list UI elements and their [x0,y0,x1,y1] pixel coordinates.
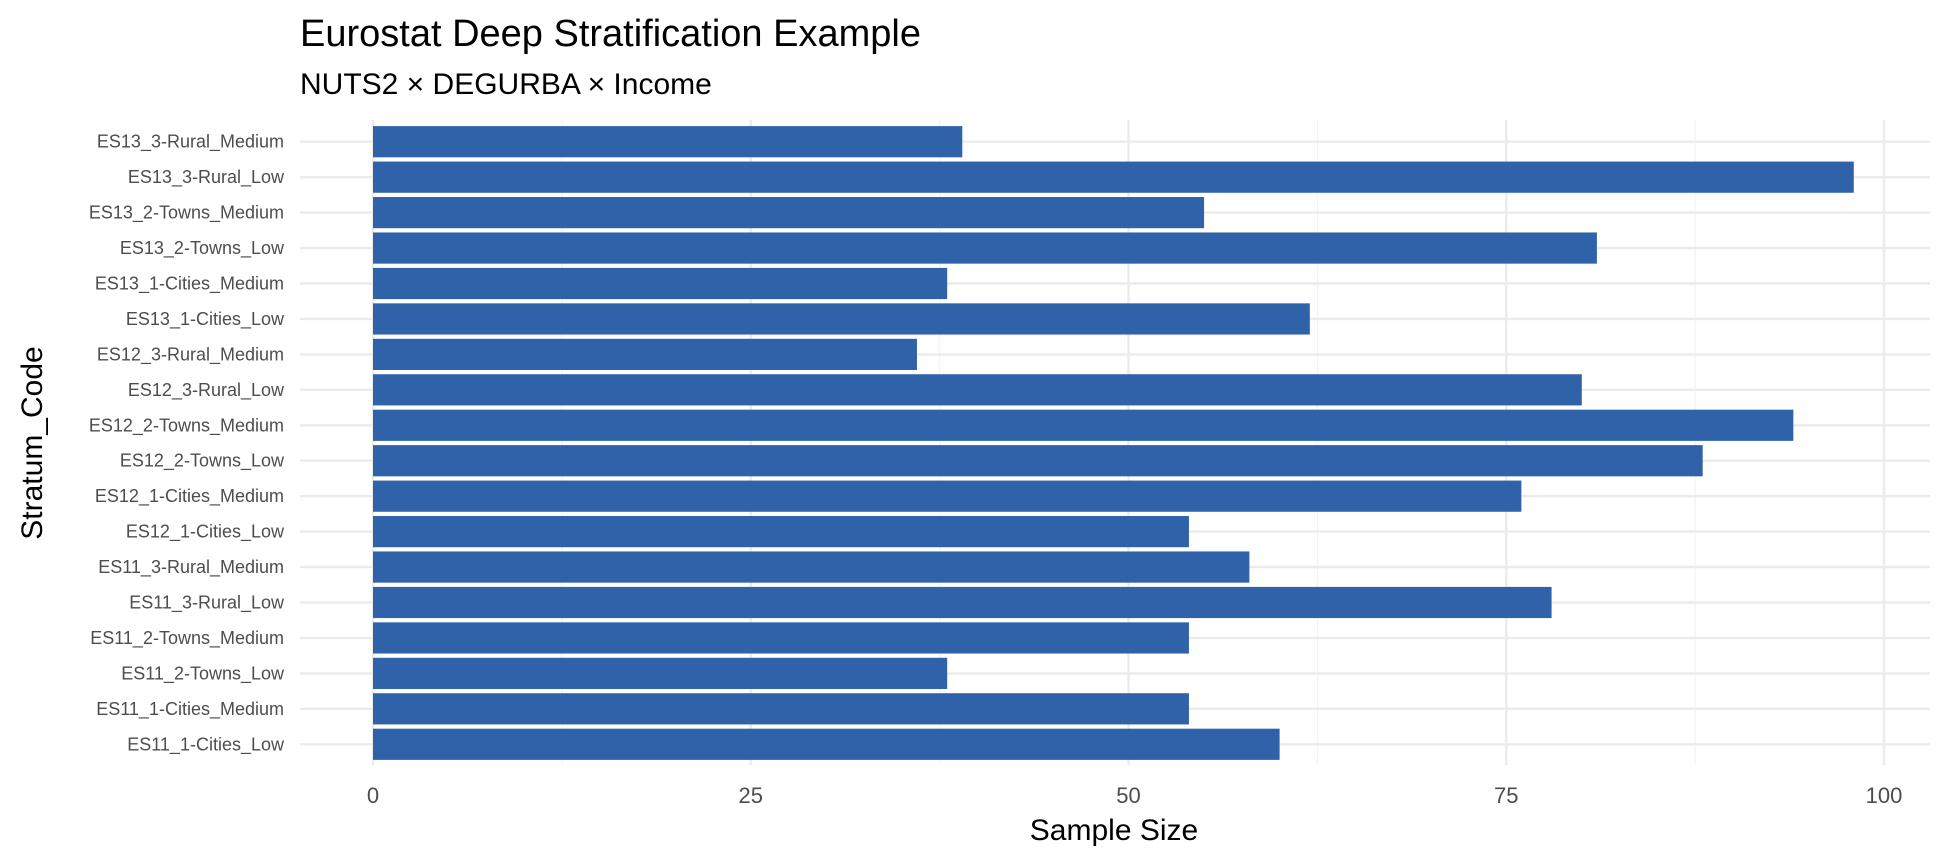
bar [373,516,1189,548]
y-tick-label: ES13_3-Rural_Medium [97,132,284,153]
chart-title: Eurostat Deep Stratification Example [300,13,921,55]
y-tick-label: ES12_2-Towns_Medium [89,415,284,436]
bar [373,445,1703,477]
y-tick-label: ES13_2-Towns_Low [120,238,285,259]
y-axis-ticks: ES11_1-Cities_Low ES11_1-Cities_Medium ES1… [89,132,285,756]
bar [373,303,1310,335]
chart-subtitle: NUTS2 × DEGURBA × Income [300,68,712,101]
bars [373,126,1854,760]
y-tick-label: ES11_1-Cities_Low [127,734,285,755]
x-axis-title: Sample Size [1030,814,1198,847]
y-tick-label: ES12_3-Rural_Medium [97,344,284,365]
y-tick-label: ES11_3-Rural_Medium [98,557,284,578]
y-tick-label: ES11_1-Cities_Medium [96,699,284,720]
bar [373,657,948,689]
bar [373,622,1189,654]
bar [373,374,1582,406]
bar [373,728,1280,760]
y-tick-label: ES12_3-Rural_Low [128,380,285,401]
y-tick-label: ES12_1-Cities_Medium [95,486,284,507]
y-tick-label: ES13_2-Towns_Medium [89,203,284,224]
bar [373,161,1854,193]
x-tick-label: 25 [739,783,763,808]
y-tick-label: ES12_2-Towns_Low [120,451,285,472]
x-tick-label: 100 [1866,783,1903,808]
x-tick-label: 0 [367,783,379,808]
bar [373,586,1552,619]
bar [373,232,1597,264]
x-tick-label: 50 [1116,783,1140,808]
bar [373,267,948,300]
y-axis-title: Stratum_Code [16,346,49,539]
y-tick-label: ES11_3-Rural_Low [129,593,285,614]
y-tick-label: ES13_1-Cities_Low [126,309,285,330]
bar [373,409,1794,441]
y-tick-label: ES12_1-Cities_Low [126,522,285,543]
x-axis-ticks: 0 25 50 75 100 [367,783,1902,808]
bar [373,197,1205,229]
bar [373,551,1250,583]
bar [373,480,1522,512]
y-tick-label: ES13_3-Rural_Low [128,167,285,188]
bar [373,693,1189,725]
y-tick-label: ES11_2-Towns_Medium [90,628,284,649]
y-tick-label: ES13_1-Cities_Medium [95,274,284,295]
bar [373,338,917,370]
y-tick-label: ES11_2-Towns_Low [121,663,285,684]
x-tick-label: 75 [1494,783,1518,808]
bar [373,126,963,158]
